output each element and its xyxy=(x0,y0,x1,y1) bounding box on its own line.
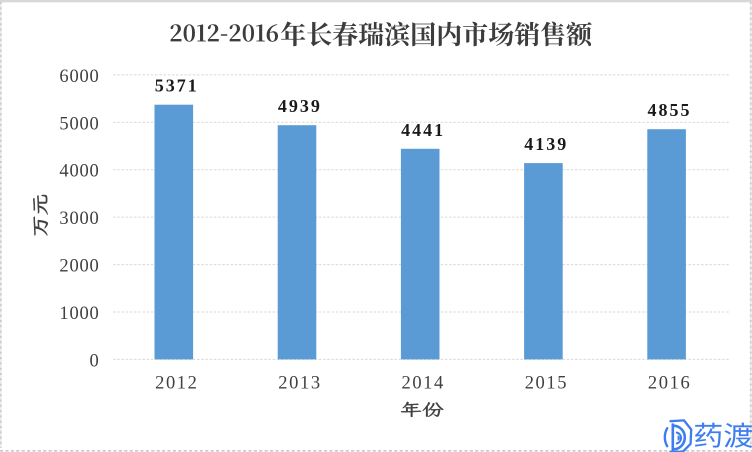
svg-text:6000: 6000 xyxy=(59,67,99,87)
svg-text:2012: 2012 xyxy=(155,373,198,393)
svg-text:4939: 4939 xyxy=(278,96,322,116)
svg-text:4441: 4441 xyxy=(401,120,445,140)
svg-text:4000: 4000 xyxy=(59,162,99,182)
svg-text:0: 0 xyxy=(90,351,100,371)
svg-text:2016: 2016 xyxy=(648,373,691,393)
svg-text:2000: 2000 xyxy=(59,257,99,277)
svg-text:2013: 2013 xyxy=(278,373,321,393)
svg-text:1000: 1000 xyxy=(59,304,99,324)
svg-text:4139: 4139 xyxy=(524,134,568,154)
svg-text:5371: 5371 xyxy=(155,76,199,96)
svg-text:5000: 5000 xyxy=(59,114,99,134)
svg-text:2015: 2015 xyxy=(525,373,568,393)
svg-text:4855: 4855 xyxy=(648,100,692,120)
svg-text:3000: 3000 xyxy=(59,209,99,229)
svg-text:2014: 2014 xyxy=(401,373,444,393)
